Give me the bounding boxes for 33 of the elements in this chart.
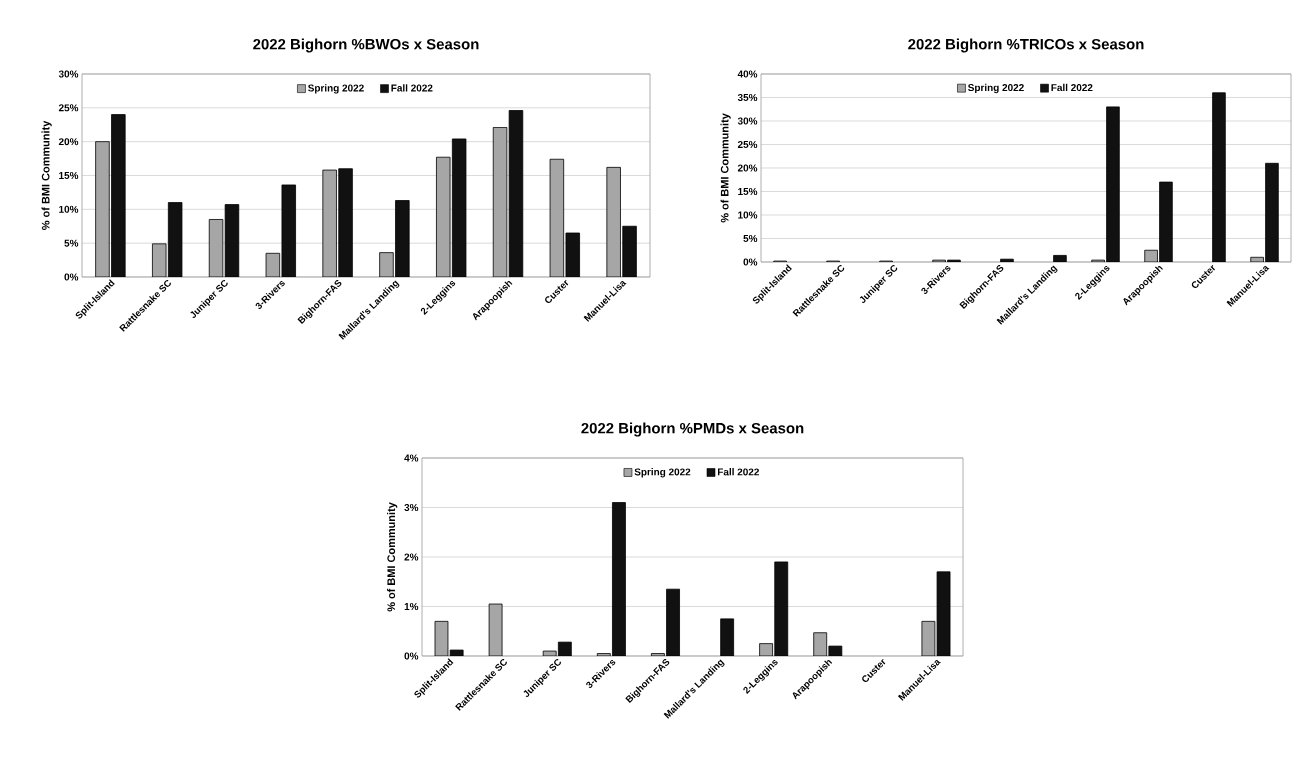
y-tick-label: 4%	[404, 454, 419, 462]
legend-label: Spring 2022	[634, 468, 691, 478]
y-tick-label: 5%	[743, 234, 758, 242]
legend-label: Fall 2022	[1051, 83, 1093, 92]
chart-title: 2022 Bighorn %TRICOs x Season	[908, 38, 1144, 53]
y-tick-label: 25%	[737, 140, 758, 149]
chart-title: 2022 Bighorn %BWOs x Season	[253, 38, 479, 53]
y-tick-label: 30%	[737, 117, 758, 125]
y-tick-label: 2%	[404, 553, 419, 561]
y-tick-label: 3%	[404, 503, 419, 512]
y-tick-label: 0%	[743, 258, 758, 266]
y-tick-label: 5%	[64, 239, 79, 247]
y-axis-title: % of BMI Community	[41, 120, 52, 231]
y-tick-label: 1%	[404, 602, 419, 610]
y-tick-label: 0%	[64, 273, 79, 281]
legend-label: Fall 2022	[717, 468, 759, 476]
y-tick-label: 15%	[738, 187, 758, 195]
chart-title: 2022 Bighorn %PMDs x Season	[581, 422, 804, 437]
y-tick-label: 10%	[59, 205, 79, 213]
y-tick-label: 10%	[738, 211, 758, 219]
y-axis-title: % of BMI Community	[387, 502, 398, 612]
y-tick-label: 20%	[737, 164, 758, 172]
y-tick-label: 30%	[58, 70, 79, 78]
legend-label: Fall 2022	[391, 84, 433, 92]
y-tick-label: 25%	[58, 104, 79, 112]
y-tick-label: 35%	[737, 93, 758, 102]
y-tick-label: 40%	[737, 70, 758, 78]
y-tick-label: 20%	[58, 138, 79, 146]
y-tick-label: 15%	[59, 171, 79, 179]
legend-label: Spring 2022	[968, 83, 1024, 94]
y-axis-title: % of BMI Community	[720, 113, 731, 223]
y-tick-label: 0%	[404, 652, 419, 660]
legend-label: Spring 2022	[308, 84, 364, 94]
